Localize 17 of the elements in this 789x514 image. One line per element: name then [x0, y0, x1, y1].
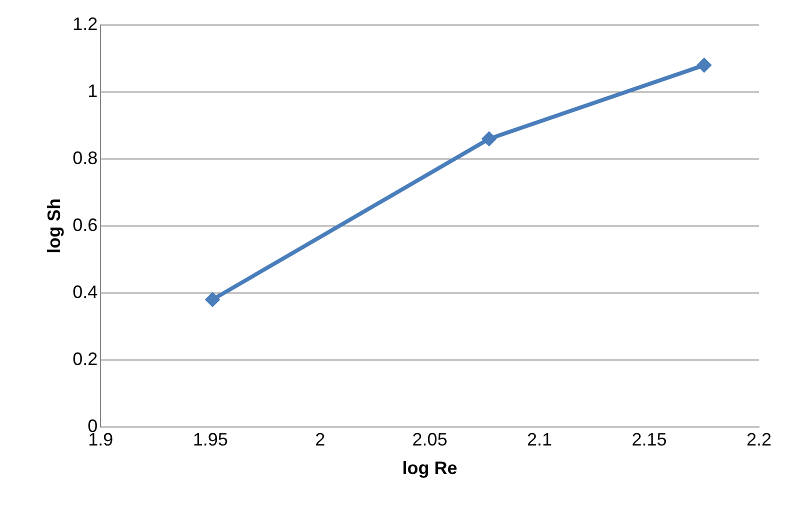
y-axis-title: log Sh — [44, 198, 64, 254]
x-tick-label: 2 — [315, 430, 326, 450]
point — [205, 292, 220, 308]
x-tick-label: 2.15 — [632, 430, 667, 450]
y-tick-label: 1 — [88, 80, 98, 101]
y-tick-label: 1.2 — [72, 14, 98, 34]
point — [482, 131, 497, 146]
point — [696, 58, 712, 73]
y-tick-label: 0.8 — [72, 148, 98, 168]
x-tick-label: 2.05 — [412, 430, 448, 450]
x-axis-title: log Re — [402, 458, 458, 478]
x-tick-label: 2.1 — [527, 430, 552, 450]
x-tick-label: 2.2 — [746, 430, 772, 450]
y-tick-label: 0.4 — [72, 282, 98, 302]
x-tick-label: 1.95 — [192, 430, 228, 450]
y-tick-label: 0.6 — [72, 214, 98, 235]
y-tick-label: 0.2 — [72, 348, 98, 369]
